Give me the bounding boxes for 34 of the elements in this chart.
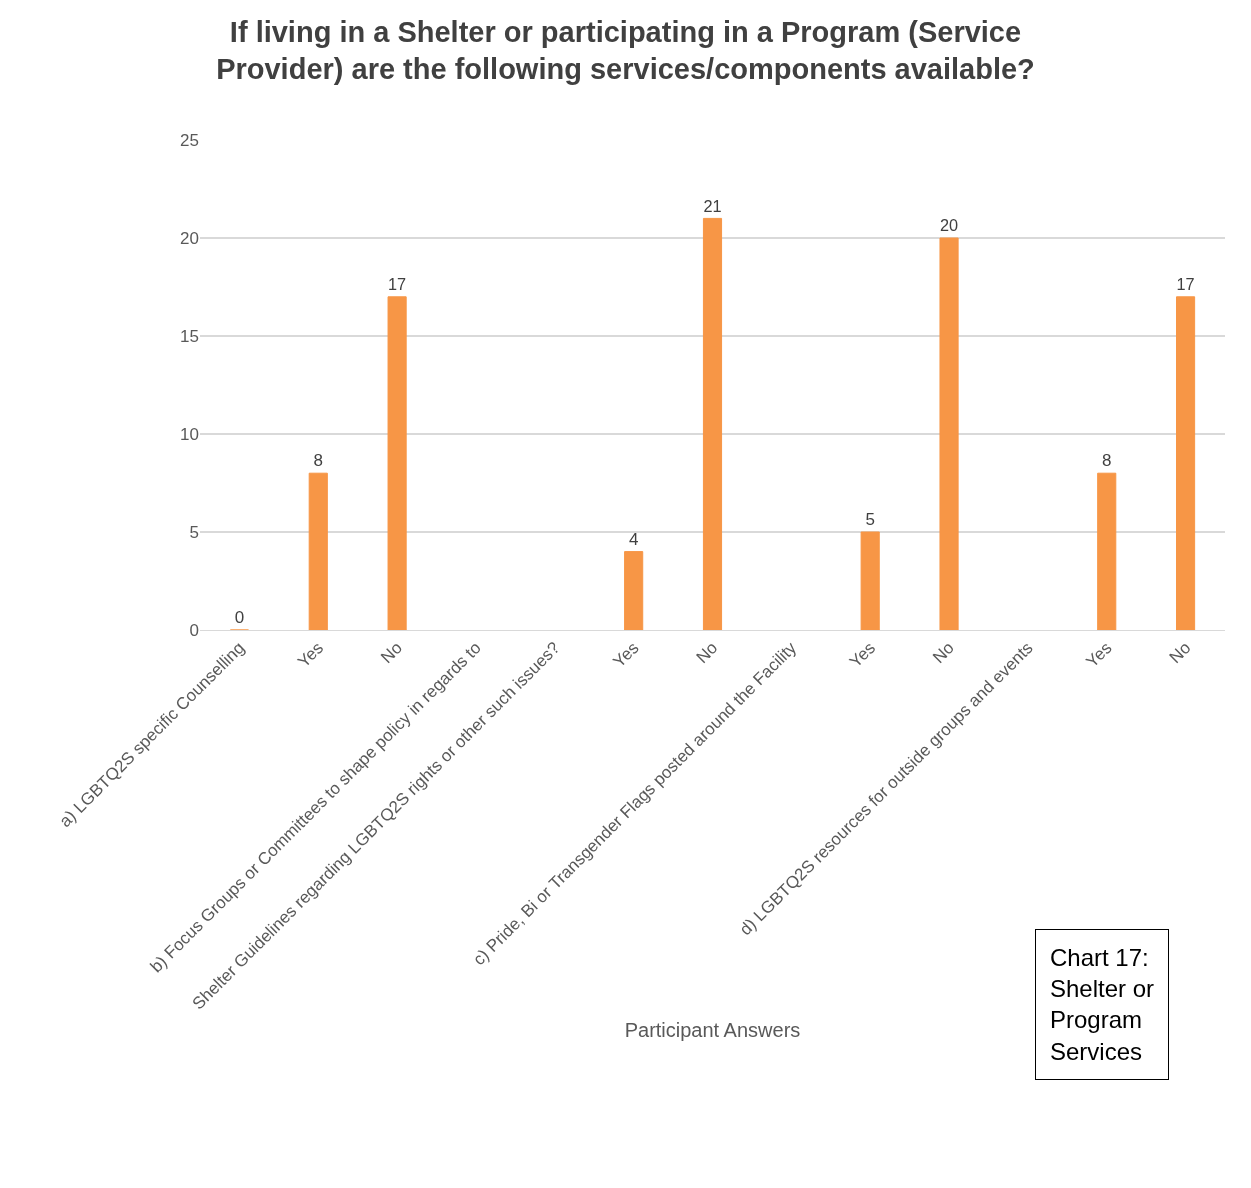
x-tick-label: Yes [1082, 638, 1116, 672]
data-label: 17 [388, 274, 407, 293]
x-tick-label: No [692, 638, 722, 668]
bar [702, 217, 723, 630]
x-tick-label: No [929, 638, 958, 668]
y-tick-label: 5 [189, 522, 199, 542]
bar [308, 472, 328, 630]
y-tick-label: 20 [180, 228, 199, 248]
data-label: 8 [313, 451, 323, 471]
bar [1176, 296, 1196, 630]
data-label: 21 [703, 196, 722, 215]
x-tick-label: Yes [294, 638, 328, 672]
x-tick-label: Yes [609, 638, 643, 672]
x-tick-label: No [1165, 638, 1195, 668]
y-tick-label: 15 [180, 326, 199, 346]
x-tick-label: No [377, 638, 406, 668]
data-label: 8 [1102, 451, 1112, 471]
y-tick-label: 0 [189, 620, 199, 640]
chart-title: If living in a Shelter or participating in a Program (Service Provider) are the following services/components available? [216, 15, 1035, 86]
data-label: 4 [628, 529, 639, 549]
data-label: 17 [1176, 274, 1195, 293]
data-label: 5 [865, 510, 875, 529]
x-axis-title: Participant Answers [624, 1018, 801, 1041]
bar [387, 296, 407, 630]
data-label: 0 [234, 608, 245, 627]
bar [860, 531, 880, 630]
bar [939, 237, 959, 630]
bar [624, 551, 644, 630]
x-tick-label: Yes [845, 638, 880, 672]
bar [1097, 472, 1117, 630]
y-tick-label: 25 [180, 130, 199, 150]
caption: Chart 17: Shelter or Program Services [1050, 944, 1155, 1065]
data-label: 20 [939, 216, 959, 235]
y-tick-label: 10 [180, 424, 199, 444]
